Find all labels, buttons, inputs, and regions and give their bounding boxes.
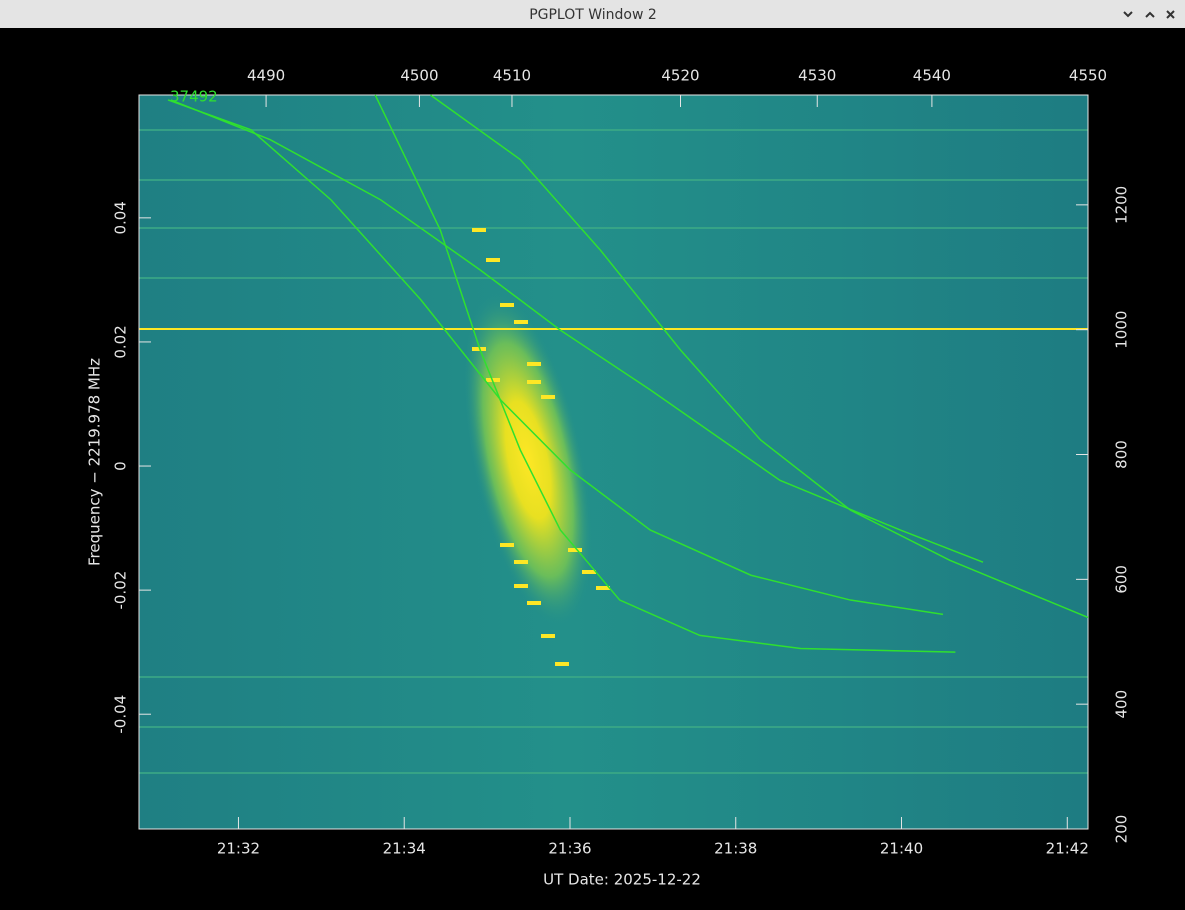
- track-line: [167, 99, 944, 616]
- spectrogram-background: [139, 95, 1088, 829]
- minimize-button[interactable]: [1123, 11, 1133, 18]
- y-tick-label: 0.02: [112, 325, 130, 358]
- track-line: [374, 94, 956, 653]
- x-tick-label: 21:38: [714, 840, 757, 858]
- x-tick-label: 21:40: [880, 840, 923, 858]
- y-tick-label: 0.04: [112, 201, 130, 234]
- close-button[interactable]: [1166, 10, 1175, 19]
- x-axis-label: UT Date: 2025-12-22: [543, 871, 701, 889]
- x-tick-label: 21:42: [1046, 840, 1089, 858]
- x2-tick-label: 4550: [1069, 67, 1107, 85]
- plot-frame: [138, 94, 1089, 830]
- signal-dashes: [472, 228, 610, 666]
- y2-tick-label: 800: [1113, 440, 1131, 469]
- track-line: [430, 94, 1089, 619]
- window-title: PGPLOT Window 2: [529, 7, 657, 23]
- y2-tick-label: 1000: [1113, 311, 1131, 349]
- spectral-lines: [139, 129, 1088, 774]
- x2-tick-label: 4540: [913, 67, 951, 85]
- track-line: [170, 99, 984, 563]
- x-tick-label: 21:32: [217, 840, 260, 858]
- y-tick-label: -0.02: [112, 571, 130, 610]
- x2-tick-label: 4500: [400, 67, 438, 85]
- x2-tick-label: 4530: [798, 67, 836, 85]
- x-tick-label: 21:34: [383, 840, 426, 858]
- y2-tick-label: 200: [1113, 815, 1131, 844]
- spectrogram: [139, 95, 1088, 829]
- signal-blob: [463, 293, 593, 627]
- y-axis-label: Frequency − 2219.978 MHz: [86, 358, 104, 566]
- y2-tick-label: 400: [1113, 690, 1131, 719]
- y-tick-label: -0.04: [112, 695, 130, 734]
- title-bar: [0, 0, 1185, 28]
- x2-tick-label: 4510: [493, 67, 531, 85]
- maximize-button[interactable]: [1145, 11, 1155, 18]
- annotation: 37492: [170, 88, 218, 106]
- y2-tick-label: 1200: [1113, 186, 1131, 224]
- y-tick-label: 0: [112, 461, 130, 471]
- x2-tick-label: 4520: [661, 67, 699, 85]
- y2-tick-label: 600: [1113, 565, 1131, 594]
- x2-tick-label: 4490: [247, 67, 285, 85]
- x-tick-label: 21:36: [548, 840, 591, 858]
